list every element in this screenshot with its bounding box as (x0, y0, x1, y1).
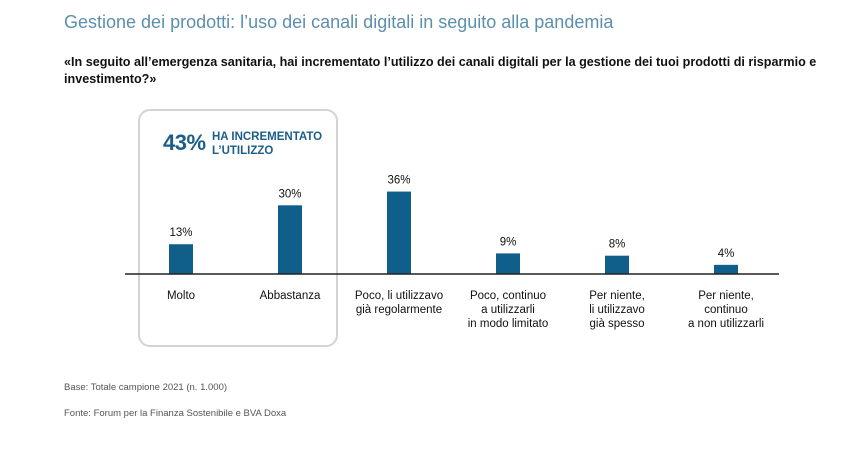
category-label: Per niente, li utilizzavo già spesso (589, 290, 645, 330)
bar-6 (714, 264, 738, 274)
bar-value-label: 36% (387, 175, 410, 187)
category-label: Abbastanza (260, 290, 321, 302)
highlight-value: 43% (163, 130, 206, 155)
bar-value-label: 9% (500, 236, 517, 248)
category-label: Molto (167, 290, 195, 302)
chart-title: Gestione dei prodotti: l’uso dei canali … (64, 12, 614, 32)
highlight-label: HA INCREMENTATO L’UTILIZZO (212, 130, 322, 158)
footnote-base: Base: Totale campione 2021 (n. 1.000) (64, 382, 228, 393)
category-label: Poco, continuo a utilizzarli in modo limit… (468, 290, 549, 330)
highlight-box (138, 109, 338, 347)
bar-value-label: 4% (718, 248, 735, 260)
bar-value-label: 30% (278, 188, 301, 200)
highlight-label-line1: HA INCREMENTATO (212, 131, 323, 143)
bar-value-label: 13% (169, 227, 192, 239)
footnote-source: Fonte: Forum per la Finanza Sostenibile … (64, 408, 287, 419)
bar-value-label: 8% (609, 239, 626, 251)
survey-question: «In seguito all’emergenza sanitaria, hai… (64, 55, 817, 86)
bar-2 (278, 205, 302, 274)
bar-1 (169, 244, 193, 274)
bar-5 (605, 255, 629, 274)
highlight-label-line2: L’UTILIZZO (212, 145, 274, 157)
bar-3 (387, 191, 411, 274)
bar-4 (496, 253, 520, 274)
category-label: Poco, li utilizzavo già regolarmente (355, 290, 443, 316)
category-label: Per niente, continuo a non utilizzarli (688, 290, 764, 330)
